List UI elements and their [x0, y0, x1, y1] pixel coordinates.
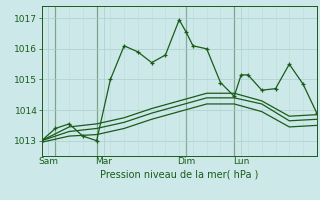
X-axis label: Pression niveau de la mer( hPa ): Pression niveau de la mer( hPa ) — [100, 169, 258, 179]
